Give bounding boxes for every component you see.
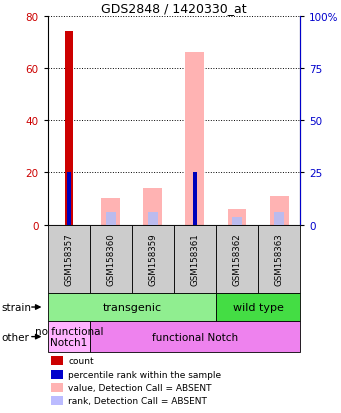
Bar <box>65 32 73 225</box>
Text: count: count <box>68 356 94 366</box>
Text: functional Notch: functional Notch <box>152 332 238 342</box>
Text: wild type: wild type <box>233 302 283 312</box>
Text: no functional
Notch1: no functional Notch1 <box>34 326 103 348</box>
Bar <box>66 173 71 225</box>
Bar <box>101 199 120 225</box>
Text: GSM158359: GSM158359 <box>148 233 158 285</box>
Text: percentile rank within the sample: percentile rank within the sample <box>68 370 221 379</box>
Bar <box>270 197 288 225</box>
Bar <box>193 173 197 225</box>
Text: transgenic: transgenic <box>102 302 161 312</box>
Title: GDS2848 / 1420330_at: GDS2848 / 1420330_at <box>101 2 247 15</box>
Text: rank, Detection Call = ABSENT: rank, Detection Call = ABSENT <box>68 396 207 405</box>
Text: GSM158360: GSM158360 <box>106 233 115 285</box>
Text: GSM158357: GSM158357 <box>64 233 73 285</box>
Bar <box>274 212 284 225</box>
Text: GSM158362: GSM158362 <box>233 233 241 285</box>
Bar <box>227 209 247 225</box>
Text: strain: strain <box>2 302 32 312</box>
Text: other: other <box>2 332 30 342</box>
Text: value, Detection Call = ABSENT: value, Detection Call = ABSENT <box>68 383 212 392</box>
Bar <box>144 189 162 225</box>
Bar <box>232 217 242 225</box>
Bar <box>148 212 158 225</box>
Bar <box>106 212 116 225</box>
Text: GSM158363: GSM158363 <box>275 233 284 285</box>
Text: GSM158361: GSM158361 <box>190 233 199 285</box>
Bar <box>186 53 204 225</box>
